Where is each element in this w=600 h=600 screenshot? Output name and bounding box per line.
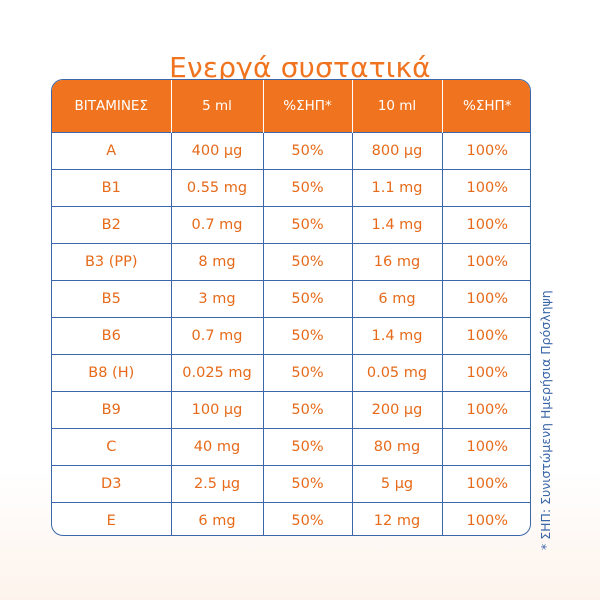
header-5ml: 5 ml bbox=[171, 80, 264, 133]
table-row: B5 3 mg 50% 6 mg 100% bbox=[52, 280, 530, 318]
table-row: B1 0.55 mg 50% 1.1 mg 100% bbox=[52, 169, 530, 207]
cell-rdi-10ml: 100% bbox=[442, 132, 530, 170]
footnote-rdi: * ΣΗΠ: Συνιστώμενη Ημερήσια Πρόσληψη bbox=[538, 290, 553, 550]
cell-rdi-10ml: 100% bbox=[442, 243, 530, 281]
cell-vitamin: A bbox=[52, 132, 172, 170]
cell-rdi-10ml: 100% bbox=[442, 317, 530, 355]
cell-amount-5ml: 0.7 mg bbox=[171, 206, 264, 244]
table-row: B8 (H) 0.025 mg 50% 0.05 mg 100% bbox=[52, 354, 530, 392]
table-row: B6 0.7 mg 50% 1.4 mg 100% bbox=[52, 317, 530, 355]
cell-vitamin: B8 (H) bbox=[52, 354, 172, 392]
cell-rdi-5ml: 50% bbox=[263, 206, 353, 244]
table-header-row: ΒΙΤΑΜΙΝΕΣ 5 ml %ΣΗΠ* 10 ml %ΣΗΠ* bbox=[52, 80, 530, 133]
header-vitamins: ΒΙΤΑΜΙΝΕΣ bbox=[52, 80, 172, 133]
cell-vitamin: B3 (PP) bbox=[52, 243, 172, 281]
cell-vitamin: B6 bbox=[52, 317, 172, 355]
table-row: A 400 μg 50% 800 μg 100% bbox=[52, 132, 530, 170]
table-row: B9 100 μg 50% 200 μg 100% bbox=[52, 391, 530, 429]
header-10ml: 10 ml bbox=[352, 80, 443, 133]
cell-amount-5ml: 100 μg bbox=[171, 391, 264, 429]
cell-rdi-10ml: 100% bbox=[442, 169, 530, 207]
cell-amount-5ml: 400 μg bbox=[171, 132, 264, 170]
cell-amount-10ml: 1.4 mg bbox=[352, 317, 443, 355]
cell-rdi-10ml: 100% bbox=[442, 465, 530, 503]
page-title: Ενεργά συστατικά bbox=[169, 50, 431, 84]
cell-amount-5ml: 3 mg bbox=[171, 280, 264, 318]
cell-rdi-5ml: 50% bbox=[263, 243, 353, 281]
cell-rdi-10ml: 100% bbox=[442, 280, 530, 318]
cell-amount-5ml: 2.5 μg bbox=[171, 465, 264, 503]
cell-rdi-10ml: 100% bbox=[442, 206, 530, 244]
cell-rdi-5ml: 50% bbox=[263, 428, 353, 466]
cell-amount-10ml: 12 mg bbox=[352, 502, 443, 535]
cell-vitamin: D3 bbox=[52, 465, 172, 503]
cell-rdi-10ml: 100% bbox=[442, 502, 530, 535]
vitamins-table-container: ΒΙΤΑΜΙΝΕΣ 5 ml %ΣΗΠ* 10 ml %ΣΗΠ* A 400 μg 50% 8… bbox=[51, 79, 531, 536]
cell-vitamin: B1 bbox=[52, 169, 172, 207]
cell-rdi-5ml: 50% bbox=[263, 132, 353, 170]
cell-vitamin: E bbox=[52, 502, 172, 535]
cell-amount-10ml: 16 mg bbox=[352, 243, 443, 281]
cell-amount-10ml: 200 μg bbox=[352, 391, 443, 429]
cell-amount-5ml: 40 mg bbox=[171, 428, 264, 466]
table-row: B3 (PP) 8 mg 50% 16 mg 100% bbox=[52, 243, 530, 281]
cell-rdi-5ml: 50% bbox=[263, 465, 353, 503]
cell-vitamin: C bbox=[52, 428, 172, 466]
cell-vitamin: B9 bbox=[52, 391, 172, 429]
table-row: B2 0.7 mg 50% 1.4 mg 100% bbox=[52, 206, 530, 244]
cell-amount-5ml: 0.025 mg bbox=[171, 354, 264, 392]
cell-amount-10ml: 800 μg bbox=[352, 132, 443, 170]
cell-rdi-5ml: 50% bbox=[263, 391, 353, 429]
cell-amount-5ml: 0.55 mg bbox=[171, 169, 264, 207]
cell-amount-10ml: 1.1 mg bbox=[352, 169, 443, 207]
cell-rdi-10ml: 100% bbox=[442, 391, 530, 429]
cell-amount-10ml: 5 μg bbox=[352, 465, 443, 503]
cell-amount-5ml: 8 mg bbox=[171, 243, 264, 281]
header-rdi-10ml: %ΣΗΠ* bbox=[442, 80, 530, 133]
cell-amount-10ml: 6 mg bbox=[352, 280, 443, 318]
cell-vitamin: B5 bbox=[52, 280, 172, 318]
cell-rdi-10ml: 100% bbox=[442, 354, 530, 392]
table-row: C 40 mg 50% 80 mg 100% bbox=[52, 428, 530, 466]
cell-rdi-5ml: 50% bbox=[263, 317, 353, 355]
cell-rdi-5ml: 50% bbox=[263, 280, 353, 318]
cell-rdi-5ml: 50% bbox=[263, 502, 353, 535]
cell-amount-10ml: 80 mg bbox=[352, 428, 443, 466]
cell-rdi-10ml: 100% bbox=[442, 428, 530, 466]
table-row: D3 2.5 μg 50% 5 μg 100% bbox=[52, 465, 530, 503]
header-rdi-5ml: %ΣΗΠ* bbox=[263, 80, 353, 133]
cell-rdi-5ml: 50% bbox=[263, 354, 353, 392]
table-body: A 400 μg 50% 800 μg 100% B1 0.55 mg 50% 1.1 mg 10… bbox=[52, 132, 530, 535]
cell-vitamin: B2 bbox=[52, 206, 172, 244]
cell-amount-10ml: 1.4 mg bbox=[352, 206, 443, 244]
cell-amount-5ml: 0.7 mg bbox=[171, 317, 264, 355]
vitamins-table: ΒΙΤΑΜΙΝΕΣ 5 ml %ΣΗΠ* 10 ml %ΣΗΠ* A 400 μg 50% 8… bbox=[52, 80, 530, 535]
cell-amount-5ml: 6 mg bbox=[171, 502, 264, 535]
cell-rdi-5ml: 50% bbox=[263, 169, 353, 207]
cell-amount-10ml: 0.05 mg bbox=[352, 354, 443, 392]
